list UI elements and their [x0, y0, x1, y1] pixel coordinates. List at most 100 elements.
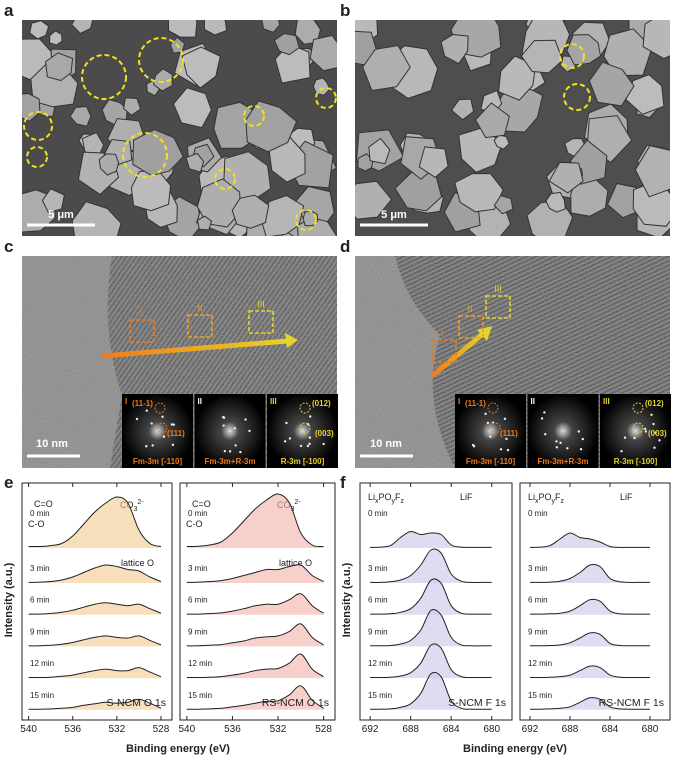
- fft-spot: [308, 436, 312, 439]
- x-tick-label: 684: [602, 724, 619, 735]
- arrow-head: [285, 333, 298, 348]
- annotation-part: Li: [368, 492, 375, 502]
- spectrum: [28, 602, 162, 615]
- spectrum-area: [530, 564, 650, 583]
- spectrum-area: [186, 623, 324, 647]
- fft-spot: [222, 424, 225, 427]
- particle: [196, 215, 213, 231]
- x-tick-label: 692: [522, 724, 539, 735]
- particle: [22, 92, 41, 122]
- marker: [315, 87, 337, 109]
- spectrum: [529, 665, 650, 679]
- spectrum: [370, 608, 492, 647]
- spectrum: [529, 532, 650, 548]
- spectrum-area: [186, 685, 324, 710]
- fft-spot: [248, 429, 251, 433]
- particle: [181, 46, 221, 89]
- x-tick-label: 688: [402, 724, 419, 735]
- particle: [634, 145, 670, 198]
- sem-image: [355, 20, 670, 236]
- annotation: LixPOyFz: [368, 492, 405, 505]
- panel-letter: e: [4, 473, 13, 492]
- x-tick-label: 536: [64, 724, 81, 735]
- x-tick-label: 528: [315, 724, 332, 735]
- fft-spot: [566, 447, 569, 450]
- marker: [295, 209, 317, 231]
- spectrum-area: [28, 699, 161, 710]
- series-label: 3 min: [528, 564, 548, 573]
- particle: [493, 195, 514, 215]
- fft-spot-marker: [489, 422, 501, 434]
- regions: [129, 310, 274, 343]
- series-label: 0 min: [30, 509, 50, 518]
- marker: [138, 37, 184, 83]
- fft-spot-label: (111): [500, 429, 518, 438]
- annotation-part: 2-: [294, 499, 301, 506]
- annotation-part: Li: [528, 492, 535, 502]
- series-label: 0 min: [528, 509, 548, 518]
- fft-spot-marker: [487, 402, 499, 414]
- plot-frame: [359, 482, 513, 721]
- fft-spot-marker: [154, 402, 166, 414]
- particle: [368, 137, 391, 165]
- chart-title: RS-NCM F 1s: [599, 697, 664, 709]
- fft-spot: [239, 450, 242, 454]
- region: [187, 314, 213, 338]
- particle: [498, 55, 537, 101]
- spectrum: [28, 564, 162, 583]
- fft-spot: [223, 449, 227, 453]
- annotation: LixPOyFz: [528, 492, 565, 505]
- fft-spot-marker: [299, 402, 311, 414]
- fft-spot: [559, 441, 562, 445]
- fft-spot: [322, 442, 325, 446]
- region-label: I: [441, 328, 444, 338]
- fft-spot: [150, 422, 153, 425]
- particle: [245, 100, 298, 153]
- series-label: 0 min: [188, 509, 208, 518]
- particle: [642, 20, 670, 60]
- annotation: C-O: [186, 519, 203, 529]
- spectrum-area: [530, 599, 650, 615]
- plot-frame: [21, 482, 173, 721]
- plot-frame: [179, 482, 336, 721]
- fft-index: I: [125, 397, 127, 406]
- fft-image: [527, 394, 599, 468]
- particle: [545, 191, 566, 213]
- panel-letter: c: [4, 237, 13, 256]
- fft-spot: [299, 444, 303, 448]
- region: [248, 310, 274, 334]
- series-label: 15 min: [528, 691, 552, 700]
- x-tick-label: 680: [483, 724, 500, 735]
- spectrum-area: [370, 549, 492, 583]
- particle: [520, 39, 564, 74]
- annotation: C-O: [28, 519, 45, 529]
- chart-title: RS-NCM O 1s: [262, 697, 329, 709]
- x-tick-label: 540: [178, 724, 195, 735]
- fft-spot: [471, 443, 475, 447]
- x-tick-label: 680: [642, 724, 659, 735]
- x-tick-label: 692: [362, 724, 379, 735]
- annotation-part: F: [555, 492, 561, 502]
- region-label: II: [467, 304, 472, 314]
- arrow: [101, 338, 289, 359]
- fft-spot: [577, 430, 580, 433]
- fft-spot: [503, 417, 507, 421]
- fft-phase: Fm-3m+R-3m: [205, 457, 256, 466]
- fft-spot: [172, 423, 176, 426]
- series-label: 9 min: [30, 627, 50, 636]
- fft-spot: [623, 436, 627, 439]
- fft-spot: [581, 437, 584, 441]
- fft-spot: [658, 439, 661, 442]
- spectrum: [186, 564, 324, 583]
- series-label: 12 min: [30, 659, 54, 668]
- particle: [548, 161, 584, 194]
- particle: [48, 30, 63, 46]
- series-label: 0 min: [368, 509, 388, 518]
- fft-spot: [544, 432, 547, 436]
- fft-spot: [233, 427, 236, 430]
- series-label: 12 min: [528, 659, 552, 668]
- spectrum: [186, 593, 324, 615]
- marker: [563, 83, 591, 111]
- marker: [81, 54, 127, 100]
- spectrum-area: [28, 667, 161, 679]
